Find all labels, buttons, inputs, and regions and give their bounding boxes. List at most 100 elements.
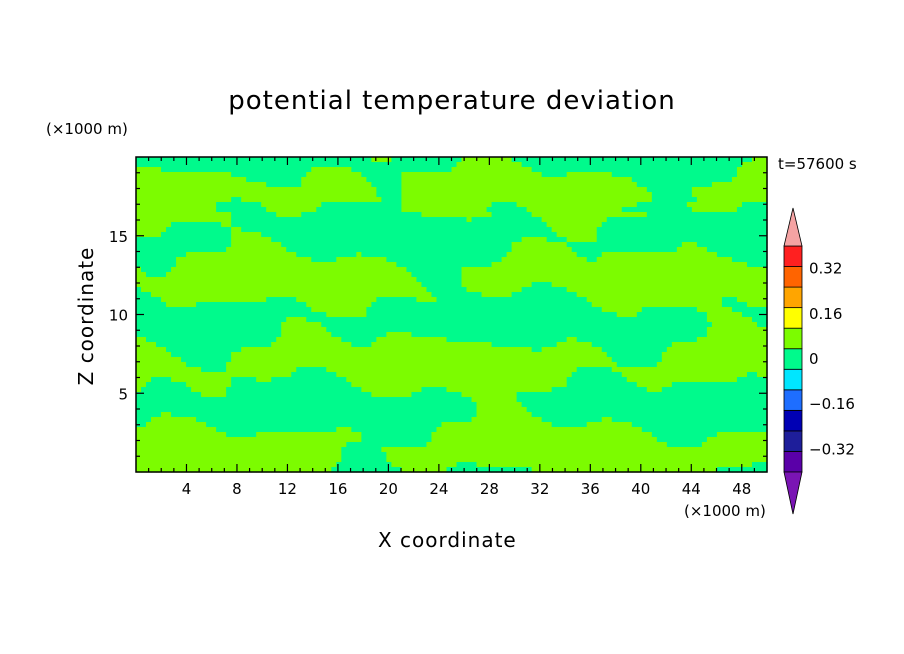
heatmap-cell [426, 267, 433, 273]
heatmap-cell [196, 167, 202, 173]
heatmap-cell [646, 322, 653, 328]
heatmap-cell [386, 232, 393, 238]
heatmap-cell [531, 297, 538, 303]
heatmap-cell [541, 347, 548, 353]
heatmap-cell [261, 277, 267, 283]
heatmap-cell [151, 347, 157, 353]
heatmap-cell [266, 297, 272, 303]
heatmap-cell [521, 167, 528, 173]
heatmap-cell [586, 272, 593, 278]
heatmap-cell [526, 332, 533, 338]
heatmap-cell [726, 317, 733, 323]
heatmap-cell [336, 242, 342, 248]
heatmap-cell [341, 217, 347, 223]
heatmap-cell [611, 212, 618, 218]
heatmap-cell [546, 257, 553, 263]
heatmap-cell [141, 327, 147, 333]
heatmap-cell [456, 172, 463, 178]
heatmap-cell [171, 332, 177, 338]
heatmap-cell [271, 297, 277, 303]
heatmap-cell [481, 307, 488, 313]
heatmap-cell [301, 317, 307, 323]
heatmap-cell [141, 227, 147, 233]
heatmap-cell [681, 217, 688, 223]
heatmap-cell [231, 167, 237, 173]
heatmap-cell [601, 347, 608, 353]
heatmap-cell [426, 187, 433, 193]
heatmap-cell [311, 267, 317, 273]
heatmap-cell [296, 272, 302, 278]
heatmap-cell [471, 222, 478, 228]
heatmap-cell [606, 217, 613, 223]
heatmap-cell [651, 307, 658, 313]
heatmap-cell [191, 242, 197, 248]
heatmap-cell [691, 287, 698, 293]
heatmap-cell [671, 287, 678, 293]
heatmap-cell [666, 237, 673, 243]
heatmap-cell [201, 347, 207, 353]
heatmap-cell [136, 227, 142, 233]
heatmap-cell [356, 162, 362, 168]
heatmap-cell [531, 252, 538, 258]
heatmap-cell [136, 222, 142, 228]
heatmap-cell [321, 267, 327, 273]
heatmap-cell [586, 212, 593, 218]
heatmap-cell [751, 167, 758, 173]
heatmap-cell [526, 237, 533, 243]
heatmap-cell [396, 307, 403, 313]
heatmap-cell [736, 172, 743, 178]
heatmap-cell [501, 317, 508, 323]
heatmap-cell [431, 297, 438, 303]
heatmap-cell [526, 302, 533, 308]
heatmap-cell [211, 227, 217, 233]
heatmap-cell [576, 327, 583, 333]
heatmap-cell [491, 177, 498, 183]
heatmap-cell [266, 222, 272, 228]
heatmap-cell [611, 337, 618, 343]
heatmap-cell [321, 262, 327, 268]
heatmap-cell [676, 262, 683, 268]
heatmap-cell [361, 252, 367, 258]
heatmap-cell [676, 282, 683, 288]
heatmap-cell [651, 302, 658, 308]
heatmap-cell [316, 342, 322, 348]
heatmap-cell [401, 312, 408, 318]
heatmap-cell [311, 327, 317, 333]
heatmap-cell [611, 167, 618, 173]
heatmap-cell [751, 337, 758, 343]
heatmap-cell [151, 257, 157, 263]
heatmap-cell [201, 207, 207, 213]
heatmap-cell [251, 272, 257, 278]
heatmap-cell [386, 327, 393, 333]
heatmap-cell [721, 162, 728, 168]
heatmap-cell [561, 327, 568, 333]
heatmap-cell [321, 337, 327, 343]
heatmap-cell [141, 177, 147, 183]
heatmap-cell [606, 342, 613, 348]
heatmap-cell [371, 342, 377, 348]
heatmap-cell [426, 212, 433, 218]
heatmap-cell [711, 222, 718, 228]
heatmap-cell [301, 302, 307, 308]
heatmap-cell [211, 192, 217, 198]
heatmap-cell [636, 317, 643, 323]
heatmap-cell [281, 287, 287, 293]
heatmap-cell [641, 292, 648, 298]
heatmap-cell [161, 217, 167, 223]
heatmap-cell [176, 242, 182, 248]
heatmap-cell [641, 172, 648, 178]
heatmap-cell [191, 342, 197, 348]
heatmap-cell [411, 202, 418, 208]
heatmap-cell [696, 172, 703, 178]
heatmap-cell [436, 342, 443, 348]
heatmap-cell [431, 342, 438, 348]
heatmap-cell [256, 332, 262, 338]
heatmap-cell [231, 247, 237, 253]
heatmap-cell [351, 182, 357, 188]
heatmap-cell [461, 167, 468, 173]
heatmap-cell [406, 212, 413, 218]
heatmap-cell [491, 237, 498, 243]
heatmap-cell [726, 237, 733, 243]
heatmap-cell [726, 232, 733, 238]
heatmap-cell [431, 247, 438, 253]
